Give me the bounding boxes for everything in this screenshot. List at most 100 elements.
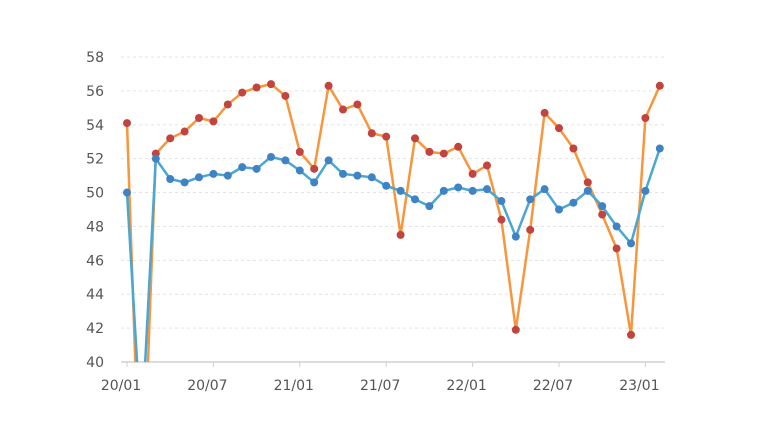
data-point	[497, 215, 506, 224]
data-point	[612, 244, 621, 253]
x-axis: 20/01 20/07 21/01 21/07 22/01 22/07 23/01	[101, 361, 665, 394]
x-tick-label: 22/01	[446, 378, 486, 394]
data-point	[655, 81, 664, 90]
data-point	[267, 152, 275, 161]
data-point	[526, 225, 535, 234]
data-point	[238, 163, 247, 172]
series-line	[143, 148, 661, 363]
data-point	[396, 186, 405, 195]
data-point	[310, 178, 319, 187]
data-point	[411, 134, 419, 143]
data-point	[483, 161, 491, 170]
data-point	[223, 100, 232, 109]
data-point	[439, 149, 448, 158]
x-tick-label: 21/01	[274, 378, 314, 394]
data-point	[339, 169, 347, 178]
data-point	[223, 171, 232, 180]
data-point	[497, 197, 506, 206]
data-point	[526, 195, 535, 204]
data-point	[295, 166, 304, 175]
data-point	[238, 88, 247, 97]
data-point	[252, 164, 261, 173]
data-point	[511, 325, 520, 334]
data-point	[209, 117, 218, 126]
y-tick-label: 40	[86, 355, 104, 371]
data-point	[569, 144, 578, 153]
data-point	[439, 186, 448, 195]
y-tick-label: 52	[86, 152, 104, 168]
data-point	[583, 186, 592, 195]
data-point	[382, 181, 391, 190]
data-point	[123, 188, 131, 197]
data-point	[295, 147, 304, 156]
data-point	[641, 114, 650, 122]
gridlines	[121, 56, 665, 329]
y-tick-label: 50	[86, 186, 104, 202]
data-point	[425, 202, 434, 211]
x-tick-label: 20/07	[187, 378, 227, 394]
data-point	[367, 173, 376, 182]
data-point	[483, 185, 491, 194]
data-point	[123, 119, 131, 128]
data-point	[612, 222, 621, 231]
data-point	[411, 195, 419, 204]
data-point	[627, 330, 635, 339]
y-axis: 40 42 44 46 48 50 52 54 56 58	[86, 50, 104, 371]
data-point	[180, 127, 189, 136]
series-line	[125, 192, 139, 363]
y-tick-label: 58	[86, 50, 104, 66]
data-point	[468, 186, 477, 195]
data-point	[396, 230, 405, 239]
data-point	[367, 129, 376, 138]
data-point	[166, 175, 175, 183]
data-point	[195, 173, 203, 182]
data-point	[540, 108, 549, 117]
data-point	[151, 154, 160, 163]
data-point	[583, 178, 592, 187]
data-point	[555, 124, 563, 133]
series-1	[123, 144, 664, 363]
data-point	[382, 132, 391, 141]
data-point	[209, 169, 218, 178]
data-point	[454, 183, 463, 192]
series-0	[123, 80, 664, 363]
y-tick-label: 44	[86, 287, 104, 303]
data-point	[655, 144, 664, 153]
data-point	[166, 134, 175, 143]
data-point	[195, 114, 203, 122]
y-tick-label: 48	[86, 219, 104, 235]
data-point	[569, 198, 578, 207]
plot-area	[123, 80, 664, 363]
data-point	[641, 186, 650, 195]
data-point	[353, 171, 362, 180]
series-line	[146, 82, 661, 363]
data-point	[324, 81, 333, 90]
data-point	[555, 205, 563, 214]
y-tick-label: 42	[86, 321, 104, 337]
data-point	[598, 202, 607, 211]
data-point	[598, 210, 607, 219]
data-point	[267, 80, 275, 89]
data-point	[454, 142, 463, 151]
data-point	[310, 164, 319, 173]
x-tick-label: 21/07	[360, 378, 400, 394]
x-tick-label: 23/01	[619, 378, 659, 394]
data-point	[627, 239, 635, 248]
y-tick-label: 54	[86, 118, 104, 134]
data-point	[339, 105, 347, 114]
data-point	[180, 178, 189, 187]
data-point	[353, 100, 362, 109]
x-tick-label: 20/01	[101, 378, 141, 394]
data-point	[540, 185, 549, 194]
data-point	[425, 147, 434, 156]
x-tick-label: 22/07	[533, 378, 573, 394]
data-point	[511, 232, 520, 241]
data-point	[252, 83, 261, 92]
y-tick-label: 56	[86, 84, 104, 100]
y-tick-label: 46	[86, 253, 104, 269]
data-point	[468, 169, 477, 178]
data-point	[324, 156, 333, 165]
data-point	[281, 156, 290, 165]
data-point	[281, 91, 290, 100]
